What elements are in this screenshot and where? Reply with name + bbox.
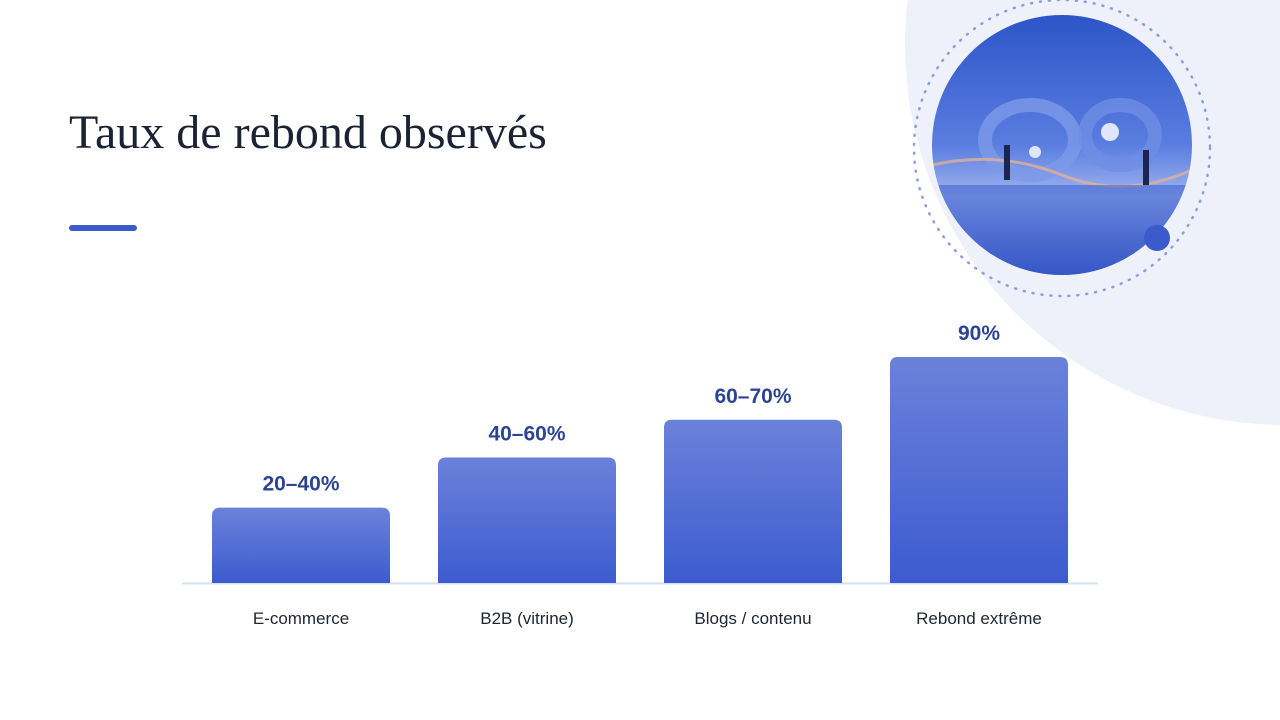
bar xyxy=(890,357,1068,583)
bar xyxy=(664,419,842,583)
category-label: B2B (vitrine) xyxy=(480,609,574,628)
category-label: Blogs / contenu xyxy=(694,609,811,628)
bar xyxy=(438,457,616,583)
category-label: E-commerce xyxy=(253,609,349,628)
slide-title: Taux de rebond observés xyxy=(69,106,547,159)
accent-line xyxy=(69,225,137,231)
decor-dot xyxy=(1144,225,1170,251)
bar xyxy=(212,507,390,583)
value-label: 20–40% xyxy=(262,473,339,496)
category-label: Rebond extrême xyxy=(916,609,1042,628)
value-label: 60–70% xyxy=(714,385,791,408)
dotted-ring xyxy=(912,0,1212,298)
value-label: 40–60% xyxy=(488,422,565,445)
value-label: 90% xyxy=(958,322,1000,345)
